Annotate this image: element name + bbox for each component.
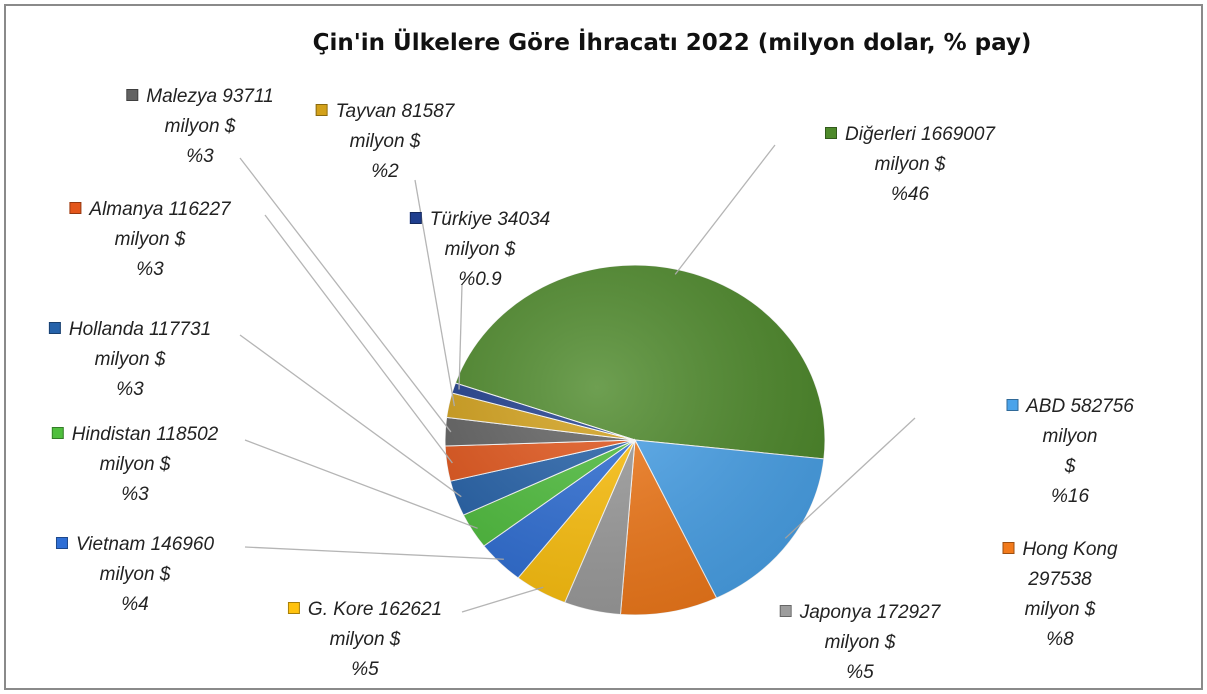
value-label: 118502 milyon $ %3	[99, 424, 219, 505]
leader-line	[244, 439, 478, 529]
legend-swatch	[51, 427, 64, 439]
data-label: Vietnam 146960 milyon $ %4	[55, 530, 215, 620]
category-label: Japonya	[799, 602, 872, 623]
data-label: G. Kore 162621 milyon $ %5	[287, 595, 443, 685]
category-label: Hong Kong	[1022, 539, 1118, 560]
chart-title: Çin'in Ülkelere Göre İhracatı 2022 (mily…	[313, 28, 1032, 56]
data-label: Türkiye 34034 milyon $ %0.9	[409, 205, 551, 295]
data-label: Almanya 116227 milyon $ %3	[69, 195, 231, 285]
leader-line	[244, 546, 504, 560]
value-label: 81587 milyon $ %2	[349, 101, 455, 182]
legend-swatch	[409, 212, 422, 224]
value-label: 1669007 milyon $ %46	[874, 124, 995, 205]
value-label: 146960 milyon $ %4	[99, 534, 215, 615]
data-label: Hindistan 118502 milyon $ %3	[51, 420, 219, 510]
data-label: Hong Kong 297538 milyon $ %8	[987, 535, 1134, 655]
value-label: 117731 milyon $ %3	[94, 319, 212, 400]
legend-swatch	[48, 322, 61, 334]
data-label: Malezya 93711 milyon $ %3	[126, 82, 274, 172]
legend-swatch	[126, 89, 139, 101]
data-label: ABD 582756 milyon $ %16	[1002, 392, 1139, 512]
value-label: 116227 milyon $ %3	[114, 199, 231, 280]
category-label: G. Kore	[307, 599, 374, 620]
leader-line	[674, 144, 776, 275]
leader-line	[239, 157, 452, 433]
data-label: Hollanda 117731 milyon $ %3	[48, 315, 212, 405]
value-label: 93711 milyon $ %3	[164, 86, 274, 167]
category-label: Vietnam	[75, 534, 146, 555]
category-label: Hindistan	[71, 424, 151, 445]
category-label: Malezya	[146, 86, 218, 107]
data-label: Tayvan 81587 milyon $ %2	[315, 97, 455, 187]
chart-frame	[4, 4, 1203, 690]
leader-line	[461, 586, 544, 613]
leader-line	[264, 214, 453, 464]
data-label: Japonya 172927 milyon $ %5	[779, 598, 941, 688]
category-label: Almanya	[89, 199, 164, 220]
legend-swatch	[287, 602, 300, 614]
data-label: Diğerleri 1669007 milyon $ %46	[825, 120, 995, 210]
legend-swatch	[55, 537, 68, 549]
legend-swatch	[825, 127, 837, 139]
category-label: Diğerleri	[845, 124, 916, 145]
category-label: Hollanda	[68, 319, 144, 340]
value-label: 297538 milyon $ %8	[1024, 569, 1096, 650]
category-label: ABD	[1026, 396, 1066, 417]
pie	[444, 264, 826, 616]
value-label: 582756 milyon $ %16	[1042, 396, 1134, 507]
value-label: 162621 milyon $ %5	[329, 599, 443, 680]
category-label: Tayvan	[335, 101, 397, 122]
value-label: 34034 milyon $ %0.9	[444, 209, 551, 290]
legend-swatch	[1006, 399, 1019, 411]
legend-swatch	[779, 605, 792, 617]
value-label: 172927 milyon $ %5	[824, 602, 941, 683]
category-label: Türkiye	[429, 209, 493, 230]
leader-line	[239, 334, 462, 498]
legend-swatch	[69, 202, 82, 214]
legend-swatch	[315, 104, 328, 116]
legend-swatch	[1002, 542, 1015, 554]
